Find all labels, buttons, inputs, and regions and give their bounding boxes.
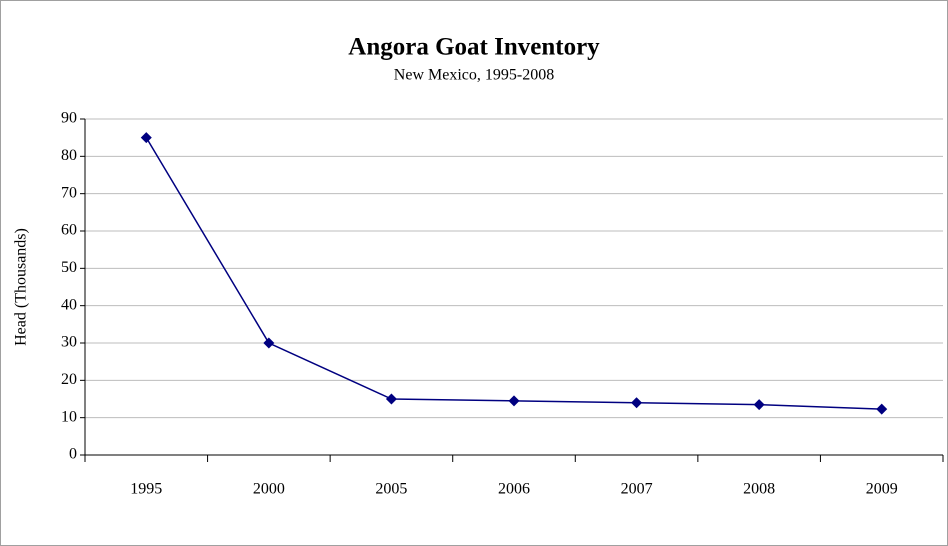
y-tick-label: 70 xyxy=(61,184,77,201)
marker xyxy=(631,397,643,409)
y-tick-label: 40 xyxy=(61,296,77,313)
y-tick-label: 90 xyxy=(61,110,77,127)
x-tick-label: 2009 xyxy=(866,481,898,498)
x-tick-label: 2006 xyxy=(498,481,530,498)
marker xyxy=(263,337,275,349)
x-tick-label: 2005 xyxy=(375,481,407,498)
y-tick-label: 10 xyxy=(61,408,77,425)
y-tick-label: 50 xyxy=(61,259,77,276)
chart-subtitle: New Mexico, 1995-2008 xyxy=(394,67,554,84)
marker xyxy=(876,403,888,415)
x-tick-label: 2000 xyxy=(253,481,285,498)
y-tick-label: 60 xyxy=(61,222,77,239)
y-tick-label: 80 xyxy=(61,147,77,164)
y-tick-label: 20 xyxy=(61,371,77,388)
marker xyxy=(508,395,520,407)
x-tick-label: 2008 xyxy=(743,481,775,498)
y-tick-label: 0 xyxy=(69,446,77,463)
x-tick-label: 1995 xyxy=(130,481,162,498)
marker xyxy=(385,393,397,405)
x-tick-label: 2007 xyxy=(621,481,653,498)
marker xyxy=(140,132,152,144)
marker xyxy=(753,399,765,411)
y-tick-label: 30 xyxy=(61,334,77,351)
y-axis-label: Head (Thousands) xyxy=(13,228,30,346)
chart-title: Angora Goat Inventory xyxy=(348,34,600,61)
